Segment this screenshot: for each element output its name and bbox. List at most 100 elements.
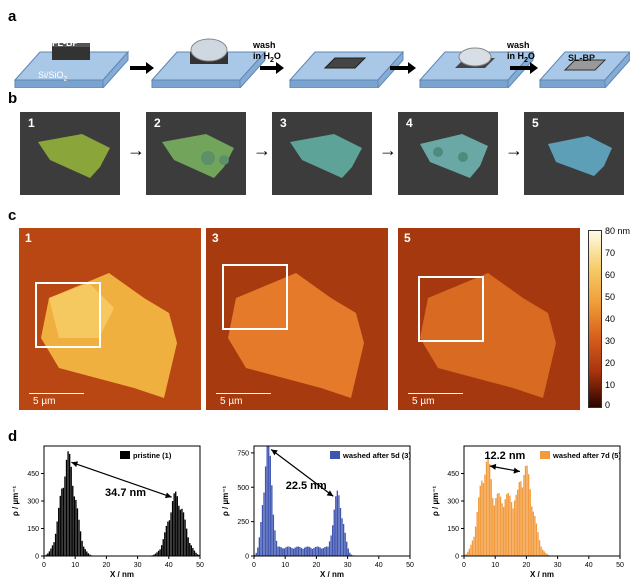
histogram-bar <box>196 554 199 556</box>
x-tick-label: 10 <box>71 562 79 569</box>
panel-label-d: d <box>8 428 18 445</box>
histogram-bar <box>481 480 483 556</box>
histogram-bar <box>490 479 492 556</box>
histogram-bar <box>168 520 171 556</box>
histogram-bar <box>154 553 157 556</box>
histogram-bar <box>161 545 163 556</box>
substrate-1 <box>13 43 130 88</box>
histogram-bar <box>261 505 264 556</box>
histogram-bar <box>51 545 54 556</box>
histogram-bar <box>501 503 503 556</box>
histogram-bar <box>311 548 314 556</box>
histogram-bar <box>61 488 63 556</box>
x-tick-label: 10 <box>281 562 289 569</box>
histogram-bar <box>187 537 189 556</box>
histogram-bar <box>268 446 270 556</box>
histogram-bar <box>53 542 55 556</box>
histogram-bar <box>165 525 168 556</box>
arrow-icon: → <box>505 140 523 160</box>
x-tick-label: 50 <box>196 562 204 569</box>
histogram-bar <box>527 474 530 556</box>
histogram-bar <box>518 481 520 556</box>
histogram-bar <box>529 489 531 556</box>
legend-swatch <box>540 451 550 459</box>
afm-roi-box <box>418 276 484 342</box>
peak-distance-arrow <box>71 461 172 498</box>
optical-number: 4 <box>406 116 413 130</box>
histogram-bar <box>338 495 340 556</box>
legend-swatch <box>120 451 130 459</box>
optical-number: 3 <box>280 116 287 130</box>
histogram-bar <box>274 530 276 556</box>
histogram-bar <box>465 553 467 556</box>
histogram-bar <box>468 548 471 556</box>
histogram-bar <box>84 549 86 556</box>
histogram-bar <box>162 539 164 556</box>
histogram-bar <box>159 549 161 556</box>
y-tick-label: 150 <box>27 526 39 533</box>
histogram-bar <box>87 553 90 556</box>
colorbar-tick: 80 nm <box>605 226 631 236</box>
histogram-bar <box>540 546 542 556</box>
histogram-bar <box>538 540 541 556</box>
histogram-bar <box>62 487 65 556</box>
x-tick-label: 30 <box>134 562 142 569</box>
scale-label: 5 µm <box>33 396 56 407</box>
histogram-bar <box>288 546 290 556</box>
x-tick-label: 40 <box>585 562 593 569</box>
substrate-5 <box>538 51 630 88</box>
histogram-bar <box>73 496 75 556</box>
x-tick-label: 20 <box>103 562 111 569</box>
histogram-bar <box>193 550 196 556</box>
panel-label-a: a <box>8 8 17 25</box>
histogram-bar <box>167 521 169 556</box>
histogram-bar <box>195 552 197 556</box>
afm-number: 5 <box>404 231 411 245</box>
histogram-bar <box>495 498 497 556</box>
arrow-icon: → <box>127 140 145 160</box>
optical-image-5: 5 <box>524 112 624 195</box>
wash-step-2: wash in H2O <box>507 40 535 64</box>
histogram-bar <box>524 465 527 556</box>
histogram-bar <box>330 535 332 556</box>
histogram-bar <box>517 489 519 556</box>
afm-roi-box <box>35 282 101 348</box>
histogram-bar <box>467 551 469 556</box>
histogram-bar <box>157 550 160 556</box>
y-tick-label: 0 <box>35 554 39 561</box>
afm-number: 3 <box>212 231 219 245</box>
histogram-bar <box>175 491 177 556</box>
histogram-bar <box>67 451 69 556</box>
histogram-bar <box>478 497 480 556</box>
histogram-bar <box>178 505 180 556</box>
afm-number: 1 <box>25 231 32 245</box>
histogram-bar <box>470 544 472 556</box>
histogram-bar <box>322 548 324 556</box>
histogram-bar <box>310 547 312 556</box>
histogram-bar <box>64 476 66 556</box>
histogram-bar <box>271 485 273 556</box>
histogram-bar <box>344 532 346 556</box>
histogram-bar <box>68 453 71 556</box>
colorbar <box>588 230 602 408</box>
histogram-bar <box>542 549 544 556</box>
y-tick-label: 250 <box>237 519 249 526</box>
peak-distance-label: 12.2 nm <box>484 450 525 462</box>
histogram-bar <box>504 499 506 556</box>
histogram-bar <box>313 547 315 556</box>
fl-bp-label: FL-BP <box>52 38 79 48</box>
optical-image-3: 3 <box>272 112 372 195</box>
sl-bp-label: SL-BP <box>568 53 595 63</box>
histogram-bar <box>257 547 259 556</box>
arrowhead <box>513 467 520 474</box>
afm-roi-box <box>222 264 288 330</box>
wash-step-1: wash in H2O <box>253 40 281 64</box>
histogram-bar <box>523 474 525 556</box>
histogram-bar <box>58 507 60 556</box>
histogram-bar <box>332 525 334 556</box>
x-tick-label: 40 <box>165 562 173 569</box>
histogram-bar <box>283 548 285 556</box>
histogram-bar <box>493 505 495 556</box>
histogram-bar <box>506 494 508 556</box>
histogram-bar <box>471 540 474 556</box>
